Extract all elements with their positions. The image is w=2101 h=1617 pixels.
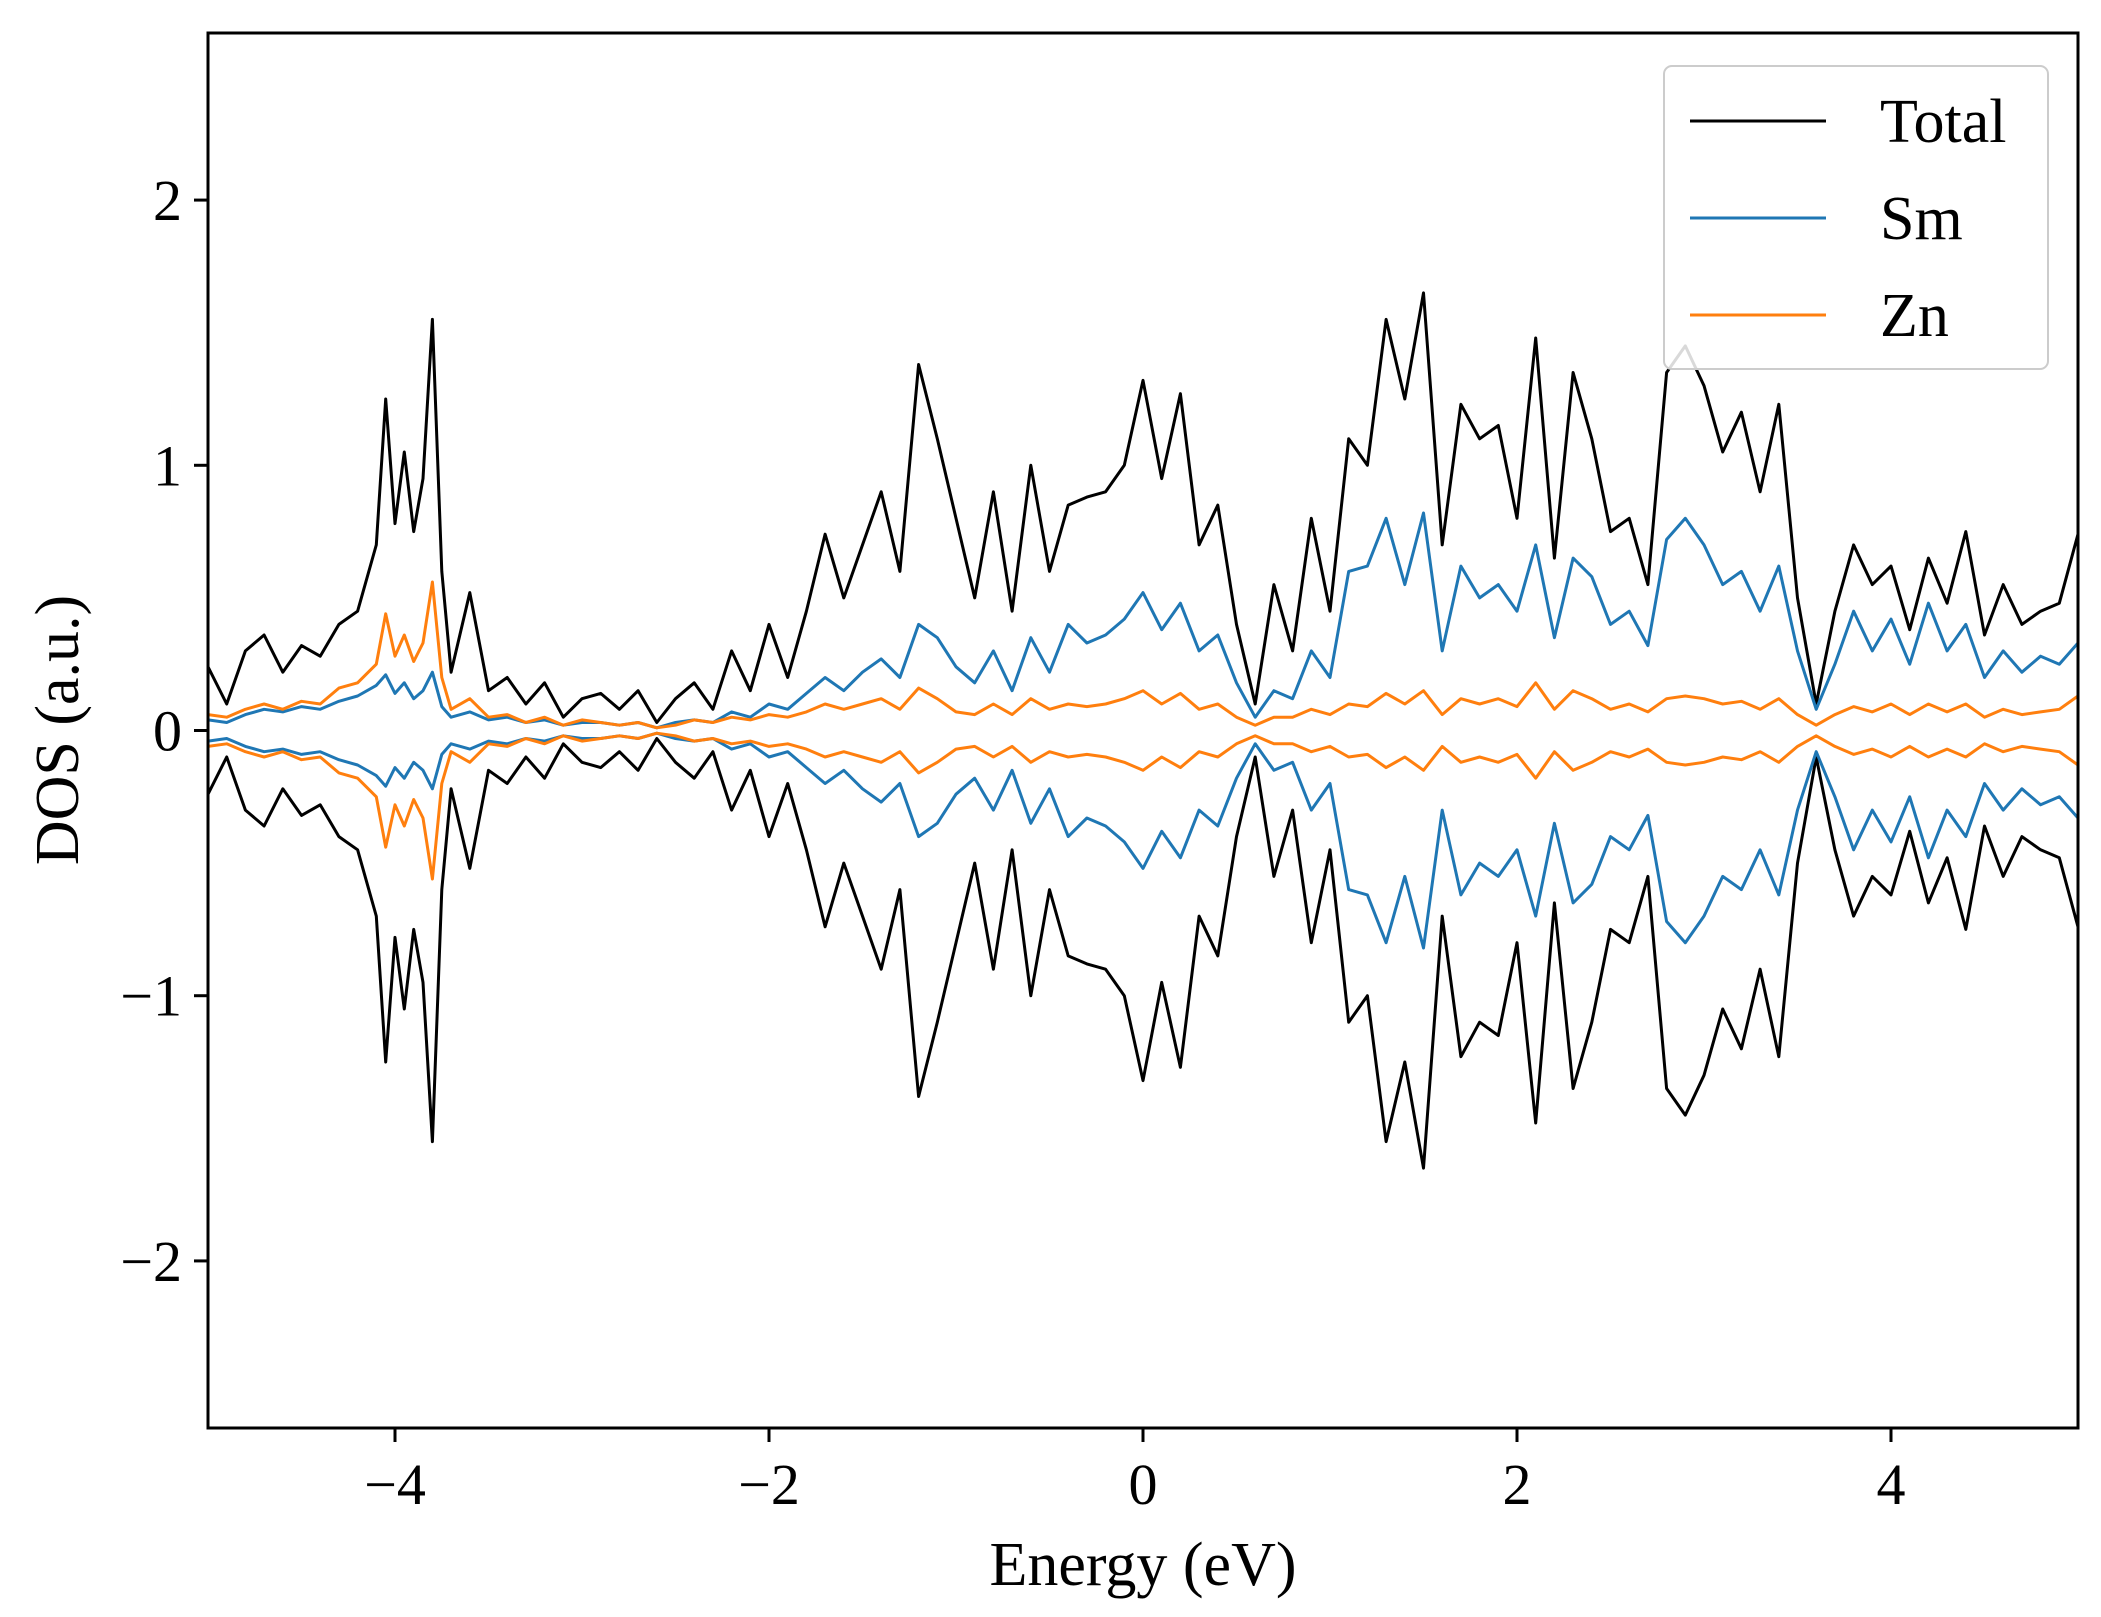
- legend-label-total: Total: [1880, 88, 2007, 156]
- x-axis-label: Energy (eV): [989, 1531, 1296, 1599]
- series-line-total-down: [208, 737, 2078, 1170]
- y-tick-label: 1: [153, 433, 182, 498]
- x-tick-label: −2: [738, 1452, 800, 1517]
- series-line-sm-down: [208, 731, 2078, 950]
- legend-label-zn: Zn: [1880, 282, 1949, 350]
- x-tick-label: 0: [1129, 1452, 1158, 1517]
- legend-frame: [1663, 65, 2049, 370]
- x-tick-label: 2: [1503, 1452, 1532, 1517]
- series-layer: [208, 291, 2078, 1170]
- y-tick-label: −1: [120, 964, 182, 1029]
- ticks-layer: −4 −2 0 2 4 −2 −1 0 1 2: [120, 168, 1905, 1517]
- y-tick-label: 2: [153, 168, 182, 233]
- series-line-total-up: [208, 291, 2078, 724]
- series-line-zn-up: [208, 580, 2078, 730]
- y-tick-label: 0: [153, 699, 182, 764]
- y-axis-label: DOS (a.u.): [24, 595, 92, 865]
- legend: Total Sm Zn: [1663, 65, 2049, 370]
- series-line-sm-up: [208, 511, 2078, 730]
- x-tick-label: 4: [1877, 1452, 1906, 1517]
- series-line-zn-down: [208, 731, 2078, 881]
- legend-label-sm: Sm: [1880, 185, 1963, 253]
- y-tick-label: −2: [120, 1229, 182, 1294]
- x-tick-label: −4: [364, 1452, 426, 1517]
